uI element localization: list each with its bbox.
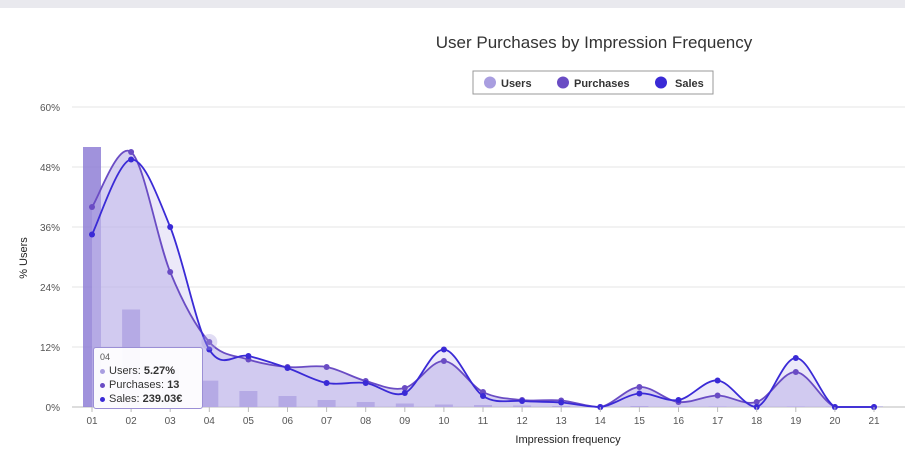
sales-point[interactable]	[636, 390, 643, 397]
sales-point[interactable]	[440, 346, 447, 353]
x-tick-label: 12	[517, 416, 529, 427]
sales-point[interactable]	[558, 399, 565, 406]
legend-item-purchases[interactable]: Purchases	[557, 76, 630, 91]
top-bar	[0, 0, 905, 8]
legend-item-users[interactable]: Users	[484, 76, 532, 91]
purchases-point[interactable]	[440, 358, 447, 364]
purchases-point[interactable]	[636, 384, 643, 390]
x-tick-label: 20	[829, 416, 841, 427]
x-tick-label: 17	[712, 416, 724, 427]
x-tick-label: 06	[282, 416, 294, 427]
tooltip-sales-value: 239.03€	[142, 393, 183, 405]
sales-point[interactable]	[519, 398, 526, 404]
sales-point[interactable]	[206, 346, 213, 353]
x-tick-label: 19	[790, 416, 802, 427]
x-tick-label: 07	[321, 416, 333, 427]
purchases-point[interactable]	[128, 149, 135, 155]
sales-point[interactable]	[362, 380, 369, 386]
sales-point[interactable]	[284, 365, 291, 371]
tooltip-users-label: Users:	[109, 365, 144, 377]
legend-label-users: Users	[501, 78, 532, 90]
sales-line[interactable]	[91, 158, 874, 408]
series-lines	[91, 149, 874, 408]
tooltip-purchases-label: Purchases:	[109, 379, 168, 391]
x-tick-label: 13	[556, 416, 568, 427]
legend-marker-purchases	[557, 76, 569, 89]
sales-point[interactable]	[167, 224, 174, 230]
sales-area	[92, 159, 874, 407]
sales-point[interactable]	[323, 380, 330, 386]
sales-point[interactable]	[128, 156, 135, 163]
legend-marker-users	[484, 76, 496, 89]
sales-point[interactable]	[792, 355, 799, 361]
sales-dot-icon	[100, 396, 105, 402]
y-tick-label: 48%	[40, 163, 60, 174]
purchases-point[interactable]	[714, 392, 721, 399]
purchases-point[interactable]	[89, 204, 95, 210]
legend-box	[472, 70, 714, 95]
x-tick-label: 08	[360, 416, 372, 427]
x-tick-label: 04	[204, 416, 216, 427]
x-tick-label: 18	[751, 416, 763, 427]
users-dot-icon	[100, 368, 105, 374]
legend-label-sales: Sales	[675, 78, 704, 90]
x-tick-label: 05	[243, 416, 255, 427]
chart-title: User Purchases by Impression Frequency	[436, 33, 753, 52]
sales-point[interactable]	[675, 397, 682, 403]
hover-halo	[201, 334, 218, 350]
tooltip: 04 Users: 5.27% Purchases: 13 Sales: 239…	[93, 347, 203, 409]
y-tick-label: 36%	[40, 223, 60, 234]
tooltip-purchases-value: 13	[167, 379, 180, 391]
x-tick-label: 03	[165, 416, 177, 427]
x-tick-label: 14	[595, 416, 607, 427]
x-tick-label: 02	[126, 416, 138, 427]
x-tick-label: 11	[478, 416, 489, 427]
purchases-point[interactable]	[401, 385, 408, 391]
x-tick-label: 21	[868, 416, 880, 427]
series-areas	[92, 150, 874, 408]
x-tick-label: 10	[438, 416, 450, 427]
purchases-dot-icon	[100, 382, 105, 388]
y-tick-label: 60%	[40, 103, 60, 114]
purchases-point[interactable]	[753, 399, 760, 405]
legend-label-purchases: Purchases	[574, 78, 630, 90]
x-tick-label: 16	[673, 416, 685, 427]
x-tick-label: 01	[86, 416, 98, 427]
purchases-point[interactable]	[792, 369, 799, 375]
tooltip-row-purchases: Purchases: 13	[100, 378, 196, 392]
tooltip-row-users: Users: 5.27%	[100, 364, 196, 378]
x-tick-label: 09	[399, 416, 411, 427]
x-axis-ticks: 01 02 03 04 05 06 07 08 09 10 11 12 13 14 15 16 17 18 19 20…	[86, 407, 880, 427]
y-axis-label: % Users	[18, 237, 30, 279]
sales-point[interactable]	[89, 231, 95, 238]
purchases-point[interactable]	[167, 269, 174, 275]
legend-marker-sales	[655, 76, 667, 89]
tooltip-row-sales: Sales: 239.03€	[100, 392, 196, 406]
tooltip-sales-label: Sales:	[109, 393, 143, 405]
purchases-point[interactable]	[323, 364, 330, 370]
sales-point[interactable]	[480, 393, 486, 399]
legend[interactable]: Users Purchases Sales	[472, 70, 714, 95]
y-tick-label: 24%	[40, 283, 60, 294]
x-axis-label: Impression frequency	[515, 434, 621, 446]
x-tick-label: 15	[634, 416, 646, 427]
y-tick-label: 0%	[46, 403, 61, 414]
y-tick-label: 12%	[40, 343, 60, 354]
legend-item-sales[interactable]: Sales	[655, 76, 704, 91]
sales-point[interactable]	[245, 353, 252, 359]
y-axis-ticks: 0% 12% 24% 36% 48% 60%	[40, 103, 60, 414]
sales-point[interactable]	[401, 390, 408, 396]
tooltip-category: 04	[100, 352, 111, 362]
series-points	[89, 149, 877, 410]
purchases-point[interactable]	[206, 339, 213, 345]
sales-point[interactable]	[714, 377, 721, 384]
tooltip-users-value: 5.27%	[143, 365, 176, 377]
